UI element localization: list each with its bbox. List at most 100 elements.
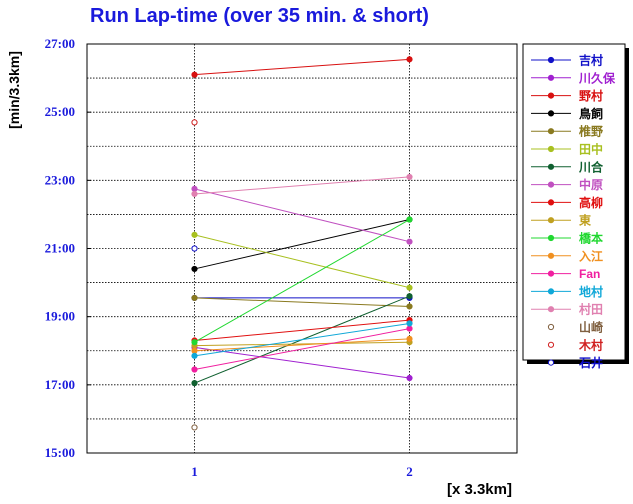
data-point bbox=[191, 265, 198, 273]
data-point bbox=[191, 294, 198, 302]
series-line bbox=[194, 176, 410, 195]
legend-label: 地村 bbox=[579, 284, 603, 299]
legend-item: 入江 bbox=[531, 248, 603, 263]
series-12 bbox=[191, 325, 413, 373]
legend-marker bbox=[547, 234, 555, 242]
legend-item: 川久保 bbox=[531, 70, 616, 85]
legend-item: 吉村 bbox=[531, 53, 603, 68]
data-point bbox=[191, 366, 198, 373]
legend-marker bbox=[547, 110, 555, 117]
legend-item: 野村 bbox=[531, 88, 603, 103]
series-line bbox=[194, 322, 410, 357]
legend-label: 東 bbox=[579, 213, 591, 228]
legend-label: 川合 bbox=[578, 159, 604, 174]
data-point bbox=[406, 303, 413, 310]
legend-label: 村田 bbox=[579, 302, 603, 317]
series-15 bbox=[191, 424, 198, 431]
legend-marker bbox=[547, 323, 555, 331]
legend-item: 川合 bbox=[531, 159, 604, 174]
data-point bbox=[191, 339, 198, 346]
legend-marker bbox=[547, 217, 555, 224]
series-line bbox=[194, 338, 410, 352]
data-point bbox=[406, 293, 413, 300]
legend-item: 鳥飼 bbox=[531, 106, 603, 121]
y-tick-label: 25:00 bbox=[45, 104, 75, 119]
data-point bbox=[406, 335, 413, 342]
legend-label: 石井 bbox=[578, 355, 603, 370]
series-line bbox=[194, 234, 410, 289]
series-0 bbox=[191, 294, 413, 302]
x-tick-label: 2 bbox=[406, 464, 413, 479]
x-tick-label: 1 bbox=[191, 464, 198, 479]
data-point bbox=[191, 380, 198, 387]
data-point bbox=[191, 231, 198, 238]
data-point bbox=[406, 56, 413, 63]
data-point bbox=[191, 352, 198, 359]
data-point bbox=[191, 424, 198, 431]
data-point bbox=[406, 173, 413, 181]
series-11 bbox=[191, 335, 413, 354]
chart-title: Run Lap-time (over 35 min. & short) bbox=[90, 5, 429, 27]
series-line bbox=[194, 58, 410, 76]
series-10 bbox=[191, 216, 413, 346]
legend-item: 田中 bbox=[531, 142, 603, 157]
y-tick-label: 15:00 bbox=[45, 445, 75, 460]
legend-item: 椎野 bbox=[531, 124, 603, 139]
legend-label: 山崎 bbox=[579, 320, 603, 335]
legend-marker bbox=[547, 163, 555, 170]
y-axis-label: [min/3.3km] bbox=[6, 51, 22, 129]
legend-marker bbox=[547, 306, 555, 313]
data-point bbox=[406, 320, 413, 327]
data-point bbox=[406, 284, 413, 291]
legend-item: 山崎 bbox=[547, 320, 603, 335]
legend-item: Fan bbox=[531, 267, 600, 281]
data-point bbox=[406, 374, 413, 382]
legend-label: 吉村 bbox=[579, 53, 603, 68]
legend-marker bbox=[547, 128, 555, 135]
legend-label: 川久保 bbox=[578, 70, 616, 85]
legend-label: 橋本 bbox=[579, 231, 603, 246]
legend-item: 高柳 bbox=[531, 195, 603, 210]
legend-label: 鳥飼 bbox=[579, 106, 603, 121]
legend-item: 石井 bbox=[547, 355, 603, 370]
legend-label: 中原 bbox=[579, 177, 603, 192]
series-line bbox=[194, 319, 410, 342]
data-point bbox=[406, 325, 413, 332]
series-4 bbox=[191, 294, 413, 310]
series-lines bbox=[191, 56, 413, 431]
data-point bbox=[406, 216, 413, 223]
legend-item: 中原 bbox=[531, 177, 603, 192]
y-tick-label: 17:00 bbox=[45, 377, 75, 392]
series-line bbox=[194, 219, 410, 270]
legend-marker bbox=[547, 341, 555, 348]
series-3 bbox=[191, 216, 413, 273]
x-axis-label: [x 3.3km] bbox=[447, 481, 512, 498]
data-point bbox=[191, 245, 198, 252]
legend-marker bbox=[547, 74, 555, 81]
legend-label: 野村 bbox=[579, 88, 603, 103]
data-point bbox=[191, 190, 198, 198]
series-16 bbox=[191, 119, 198, 126]
y-tick-label: 23:00 bbox=[45, 172, 75, 187]
legend-label: Fan bbox=[579, 267, 600, 281]
legend-marker bbox=[547, 145, 555, 153]
y-ticks: 15:00 17:00 19:00 21:00 23:00 25:00 27:00 bbox=[45, 36, 91, 460]
series-2 bbox=[191, 56, 413, 78]
legend-item: 地村 bbox=[531, 284, 603, 299]
data-point bbox=[191, 347, 198, 354]
y-tick-label: 19:00 bbox=[45, 309, 75, 324]
legend-item: 木村 bbox=[547, 337, 603, 352]
legend-marker bbox=[547, 288, 555, 295]
data-point bbox=[191, 119, 198, 126]
legend-label: 入江 bbox=[579, 248, 603, 263]
series-17 bbox=[191, 245, 198, 252]
grid-lines bbox=[87, 44, 517, 453]
series-13 bbox=[191, 320, 413, 359]
legend-item: 東 bbox=[531, 213, 591, 228]
series-14 bbox=[191, 173, 413, 198]
legend-label: 椎野 bbox=[578, 124, 603, 139]
y-tick-label: 27:00 bbox=[45, 36, 75, 51]
